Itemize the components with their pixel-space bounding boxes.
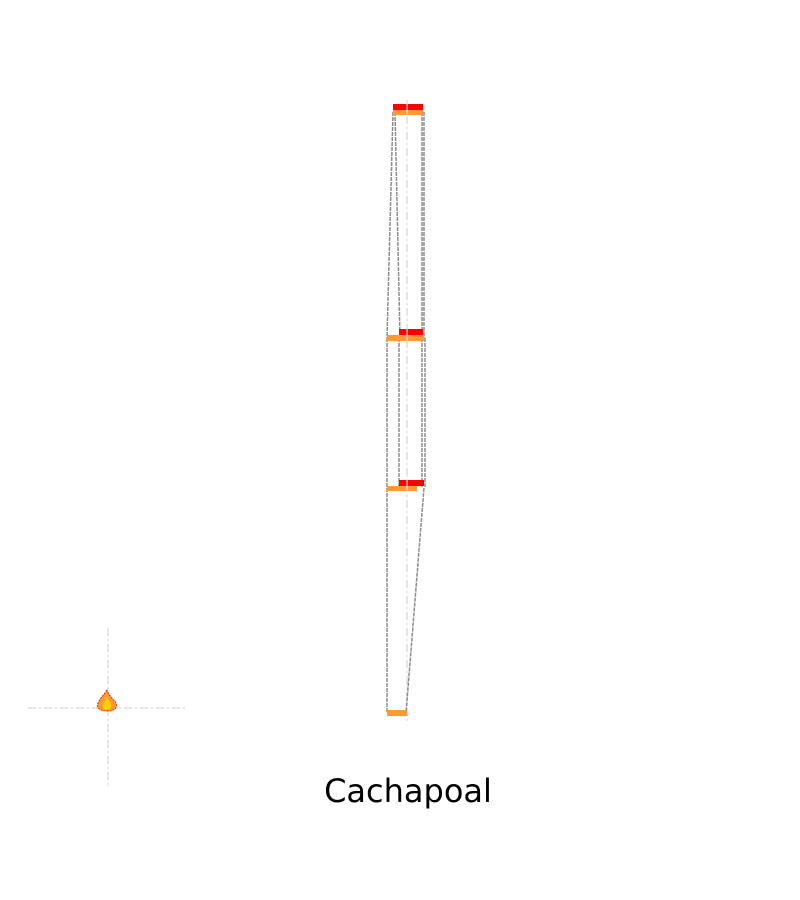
fire-icon	[97, 688, 117, 712]
column-outline	[386, 111, 426, 714]
segment-marker-middle	[387, 329, 424, 341]
column-edge	[394, 111, 401, 339]
segment-marker-base	[387, 710, 407, 716]
column-edge	[386, 111, 394, 339]
segment-marker-top	[393, 104, 423, 115]
diagram-title: Cachapoal	[324, 772, 492, 810]
segment-marker-lower	[387, 480, 424, 491]
column-edge	[405, 487, 425, 714]
